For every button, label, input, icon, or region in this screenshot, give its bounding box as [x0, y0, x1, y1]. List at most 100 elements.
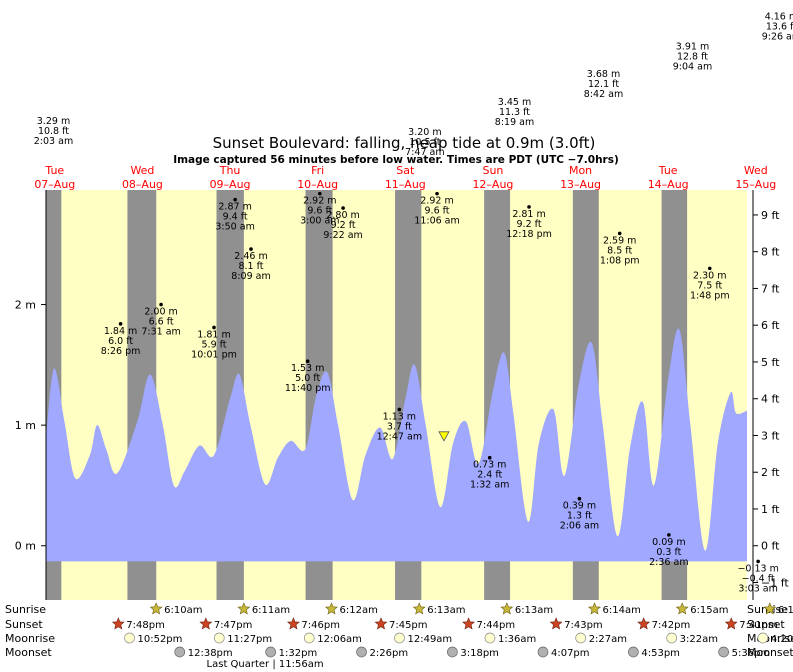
tide-extreme-time: 7:47 am	[405, 147, 444, 158]
tide-extreme-dot	[617, 231, 622, 236]
left-tick-label: 0 m	[15, 540, 36, 553]
tide-extreme-time: 8:42 am	[584, 89, 623, 100]
tide-extreme-feet: 8.5 ft	[607, 245, 632, 256]
sunrise-time: 6:15am	[690, 605, 728, 616]
moon-phase-label: Last Quarter | 11:56am	[207, 659, 324, 670]
tide-extreme-metres: 2.81 m	[512, 209, 545, 220]
sunrise-icon	[500, 602, 514, 615]
tide-extreme-metres: 2.92 m	[303, 196, 336, 207]
tide-extreme-dot	[212, 325, 216, 330]
tide-extreme-dot	[527, 205, 531, 209]
row-label-left-sunrise: Sunrise	[5, 603, 46, 616]
tide-extreme: 3.29 m10.8 ft2:03 am	[34, 116, 73, 147]
tide-extreme: 3.45 m11.3 ft8:19 am	[495, 97, 534, 128]
day-date: 15–Aug	[735, 178, 776, 191]
tide-extreme: 0.09 m0.3 ft2:36 am	[649, 533, 689, 568]
tide-extreme: 4.16 m13.6 ft9:26 am	[762, 12, 793, 43]
tide-extreme-dot	[305, 359, 310, 364]
tide-extreme-dot	[249, 247, 253, 251]
tide-extreme-dot	[577, 496, 582, 501]
sunrise-time: 6:11am	[252, 605, 290, 616]
right-tick-label: 2 ft	[761, 466, 780, 479]
sunrise-time: 6:13am	[427, 605, 465, 616]
row-label-right-sunset: Sunset	[747, 618, 785, 631]
tide-extreme-dot	[435, 191, 439, 196]
sunset-time: 7:44pm	[477, 620, 516, 631]
day-weekday: Fri	[311, 164, 324, 177]
moonrise-time: 12:06am	[317, 634, 362, 645]
right-tick-label: 6 ft	[761, 319, 780, 332]
moonrise-time: 12:49am	[407, 634, 452, 645]
chart-subtitle: Image captured 56 minutes before low wat…	[173, 154, 619, 166]
sunset-time: 7:46pm	[301, 620, 340, 631]
tide-extreme: 0.39 m1.3 ft2:06 am	[560, 496, 599, 532]
tide-extreme: 2.87 m9.4 ft3:50 am	[215, 197, 255, 233]
moonset-icon	[537, 646, 549, 658]
tide-extreme: 2.30 m7.5 ft1:48 pm	[690, 266, 730, 301]
tide-extreme-time: 11:40 pm	[285, 383, 331, 394]
tide-extreme-dot	[667, 533, 671, 537]
tide-extreme-metres: 3.20 m	[408, 127, 441, 138]
day-weekday: Wed	[130, 164, 154, 177]
sunset-icon	[724, 617, 738, 630]
day-date: 11–Aug	[385, 178, 426, 191]
row-label-left-moonrise: Moonrise	[5, 632, 55, 645]
sunset-time: 7:48pm	[126, 620, 165, 631]
tide-extreme-feet: 12.8 ft	[677, 52, 708, 63]
moonrise-time: 2:27am	[589, 634, 627, 645]
tide-extreme-time: 9:04 am	[673, 62, 712, 73]
tide-extreme-feet: 8.1 ft	[238, 261, 263, 272]
moonrise-icon	[124, 632, 135, 644]
tide-extreme: 2.80 m9.2 ft9:22 am	[323, 206, 363, 241]
tide-extreme-metres: 4.16 m	[765, 12, 793, 23]
tide-extreme-metres: 2.80 m	[326, 210, 359, 221]
tide-extreme-metres: 3.29 m	[37, 116, 70, 127]
tide-extreme-metres: 1.84 m	[104, 326, 137, 337]
tide-extreme-feet: 9.6 ft	[307, 206, 332, 217]
tide-extreme-metres: 3.91 m	[676, 42, 709, 53]
tide-extreme-feet: 10.5 ft	[409, 137, 440, 148]
moonset-icon	[356, 646, 367, 658]
sunset-time: 7:43pm	[564, 620, 603, 631]
tide-extreme-time: 2:06 am	[560, 521, 599, 532]
tide-extreme-metres: 1.81 m	[197, 329, 230, 340]
tide-extreme-feet: 6.6 ft	[149, 317, 174, 328]
chart-title: Sunset Boulevard: falling, neap tide at …	[213, 134, 596, 152]
right-tick-label: 5 ft	[761, 356, 780, 369]
moonset-icon	[447, 646, 458, 658]
tide-extreme-feet: 9.4 ft	[223, 212, 248, 223]
tide-extreme-time: 2:36 am	[649, 557, 688, 568]
tide-extreme-dot	[707, 266, 712, 271]
moonrise-time: 10:52pm	[137, 634, 182, 645]
tide-extreme-dot	[341, 206, 345, 210]
moonrise-icon	[213, 632, 225, 644]
tide-extreme-metres: 2.00 m	[144, 307, 177, 318]
tide-extreme-metres: 1.13 m	[383, 411, 416, 422]
moonset-time: 4:53pm	[641, 648, 680, 659]
tide-extreme-dot	[487, 455, 492, 460]
day-date: 13–Aug	[560, 178, 601, 191]
tide-extreme-feet: 0.3 ft	[656, 547, 681, 558]
sunset-icon	[111, 617, 125, 630]
tide-extreme-feet: 9.2 ft	[517, 219, 542, 230]
day-weekday: Sun	[482, 164, 503, 177]
tide-extreme-time: 1:08 pm	[600, 255, 640, 266]
right-tick-label: 3 ft	[761, 429, 780, 442]
sunset-icon	[549, 617, 563, 630]
day-weekday: Tue	[658, 164, 678, 177]
tide-extreme: 2.92 m9.6 ft3:00 am	[300, 191, 340, 227]
moonrise-icon	[303, 632, 315, 644]
row-label-right-moonset: Moonset	[747, 646, 793, 659]
tide-extreme-metres: 2.46 m	[234, 251, 267, 262]
tide-extreme-metres: −0.13 m	[737, 563, 778, 574]
moonrise-icon	[484, 632, 496, 644]
right-tick-label: −1 ft	[761, 576, 789, 589]
moonrise-time: 4:20am	[771, 634, 793, 645]
tide-extreme-time: 8:26 pm	[101, 346, 141, 357]
tide-curve	[46, 328, 747, 562]
tide-extreme-metres: 1.53 m	[291, 363, 324, 374]
tide-extreme-feet: 7.5 ft	[697, 280, 722, 291]
